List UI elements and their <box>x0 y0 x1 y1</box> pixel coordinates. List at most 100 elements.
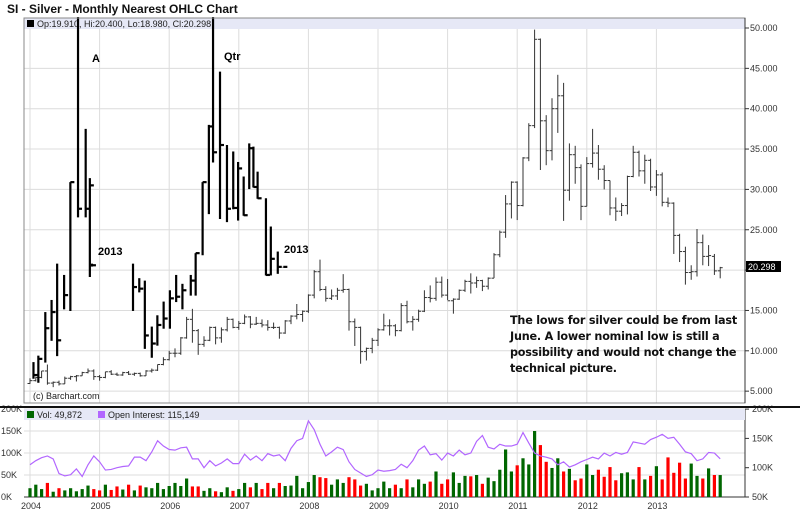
overlay-bar-qtr <box>264 198 270 277</box>
volume-bar <box>660 479 664 497</box>
ohlc-bar <box>126 370 132 376</box>
overlay-bar-a <box>69 181 75 311</box>
ohlc-bar <box>189 308 195 343</box>
ohlc-bar <box>334 287 340 300</box>
chart-title: SI - Silver - Monthly Nearest OHLC Chart <box>7 2 238 16</box>
annotation-2013-right: 2013 <box>284 244 308 256</box>
ohlc-bar <box>479 279 485 292</box>
ohlc-bar <box>305 294 311 313</box>
volume-bar <box>393 484 397 497</box>
ohlc-bar <box>462 279 468 292</box>
ohlc-bar <box>717 266 723 279</box>
volume-bar <box>173 482 177 497</box>
x-tick-label: 2008 <box>299 501 319 511</box>
volume-bar <box>422 483 426 497</box>
ohlc-bar <box>73 375 79 382</box>
overlay-bar-a <box>32 362 38 379</box>
volume-bar <box>161 489 165 497</box>
volume-bar <box>446 479 450 497</box>
volume-bar <box>34 484 38 497</box>
volume-bar <box>689 463 693 497</box>
volume-bar <box>521 458 525 497</box>
ohlc-bar <box>253 316 259 325</box>
volume-bar <box>643 479 647 497</box>
volume-bar <box>515 465 519 497</box>
volume-bar <box>80 489 84 497</box>
ohlc-bar <box>398 303 404 332</box>
volume-tick-label: 50K <box>1 470 17 480</box>
overlay-bar-qtr <box>282 265 288 268</box>
overlay-bar-qtr <box>168 290 174 329</box>
oi-legend: Open Interest: 115,149 <box>108 410 199 420</box>
ohlc-bar <box>555 74 561 133</box>
volume-bar <box>411 487 415 497</box>
volume-bar <box>132 490 136 497</box>
x-tick-label: 2006 <box>160 501 180 511</box>
volume-tick-label: 0K <box>1 492 12 502</box>
volume-bar <box>480 483 484 497</box>
volume-bar <box>434 471 438 497</box>
overlay-bar-qtr <box>232 151 238 210</box>
volume-bar <box>109 489 113 497</box>
ohlc-bar <box>566 143 572 201</box>
volume-bar <box>202 490 206 497</box>
volume-bar <box>376 488 380 497</box>
ohlc-bar <box>236 320 242 330</box>
ohlc-bar <box>416 309 422 322</box>
ohlc-bar <box>137 372 143 377</box>
ohlc-bar <box>56 380 62 386</box>
volume-bar <box>457 482 461 497</box>
volume-bar <box>683 478 687 497</box>
overlay-bar-a <box>37 355 43 383</box>
volume-bar <box>556 458 560 497</box>
ohlc-bar <box>433 277 439 301</box>
volume-bar <box>527 464 531 497</box>
volume-bar <box>196 486 200 497</box>
price-tick-label: 50.000 <box>750 23 778 33</box>
volume-bar <box>451 472 455 497</box>
overlay-bar-qtr <box>225 145 231 223</box>
volume-bar <box>63 490 67 497</box>
ohlc-bar <box>630 145 636 178</box>
volume-bar <box>167 486 171 497</box>
ohlc-bar <box>450 298 456 314</box>
overlay-bar-qtr <box>201 181 207 256</box>
overlay-bar-qtr <box>150 326 156 358</box>
overlay-bar-qtr <box>242 176 248 217</box>
overlay-bar-a <box>88 178 94 278</box>
volume-tick-label: 100K <box>1 448 22 458</box>
volume-bar <box>405 479 409 497</box>
volume-bar <box>98 490 102 497</box>
ohlc-bar <box>282 320 288 334</box>
volume-bar <box>92 489 96 497</box>
overlay-bar-qtr <box>189 274 195 296</box>
volume-bar <box>254 482 258 497</box>
overlay-bar-qtr <box>211 17 218 163</box>
oi-tick-label: 200K <box>752 404 773 414</box>
volume-bar <box>562 471 566 497</box>
volume-bar <box>614 480 618 497</box>
x-tick-label: 2007 <box>230 501 250 511</box>
overlay-bar-a <box>90 263 96 267</box>
monthly-ohlc-bars <box>27 29 723 388</box>
ohlc-bar <box>427 285 433 303</box>
oi-tick-label: 150K <box>752 433 773 443</box>
ohlc-bar <box>694 228 700 277</box>
annotation-2013-left: 2013 <box>98 246 122 258</box>
volume-bar <box>498 469 502 497</box>
overlay-bar-a <box>76 17 83 218</box>
vol-legend: Vol: 49,872 <box>37 410 82 420</box>
ohlc-bar <box>543 115 549 166</box>
ohlc-bar <box>474 276 480 288</box>
open-interest-line <box>29 419 721 478</box>
ohlc-bar <box>242 314 248 325</box>
ohlc-bar <box>491 253 497 279</box>
volume-bar <box>306 482 310 497</box>
ohlc-bar <box>421 290 427 313</box>
ohlc-bar <box>311 270 317 299</box>
price-legend: Op:19.910, Hi:20.400, Lo:18.980, Cl:20.2… <box>37 19 211 29</box>
volume-bar <box>382 481 386 497</box>
volume-bar <box>602 476 606 497</box>
ohlc-bar <box>520 157 526 207</box>
ohlc-bar <box>300 310 306 322</box>
